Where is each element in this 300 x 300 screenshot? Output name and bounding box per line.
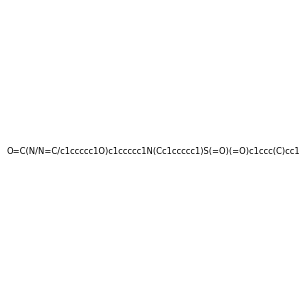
Text: O=C(N/N=C/c1ccccc1O)c1ccccc1N(Cc1ccccc1)S(=O)(=O)c1ccc(C)cc1: O=C(N/N=C/c1ccccc1O)c1ccccc1N(Cc1ccccc1)…	[7, 147, 300, 156]
